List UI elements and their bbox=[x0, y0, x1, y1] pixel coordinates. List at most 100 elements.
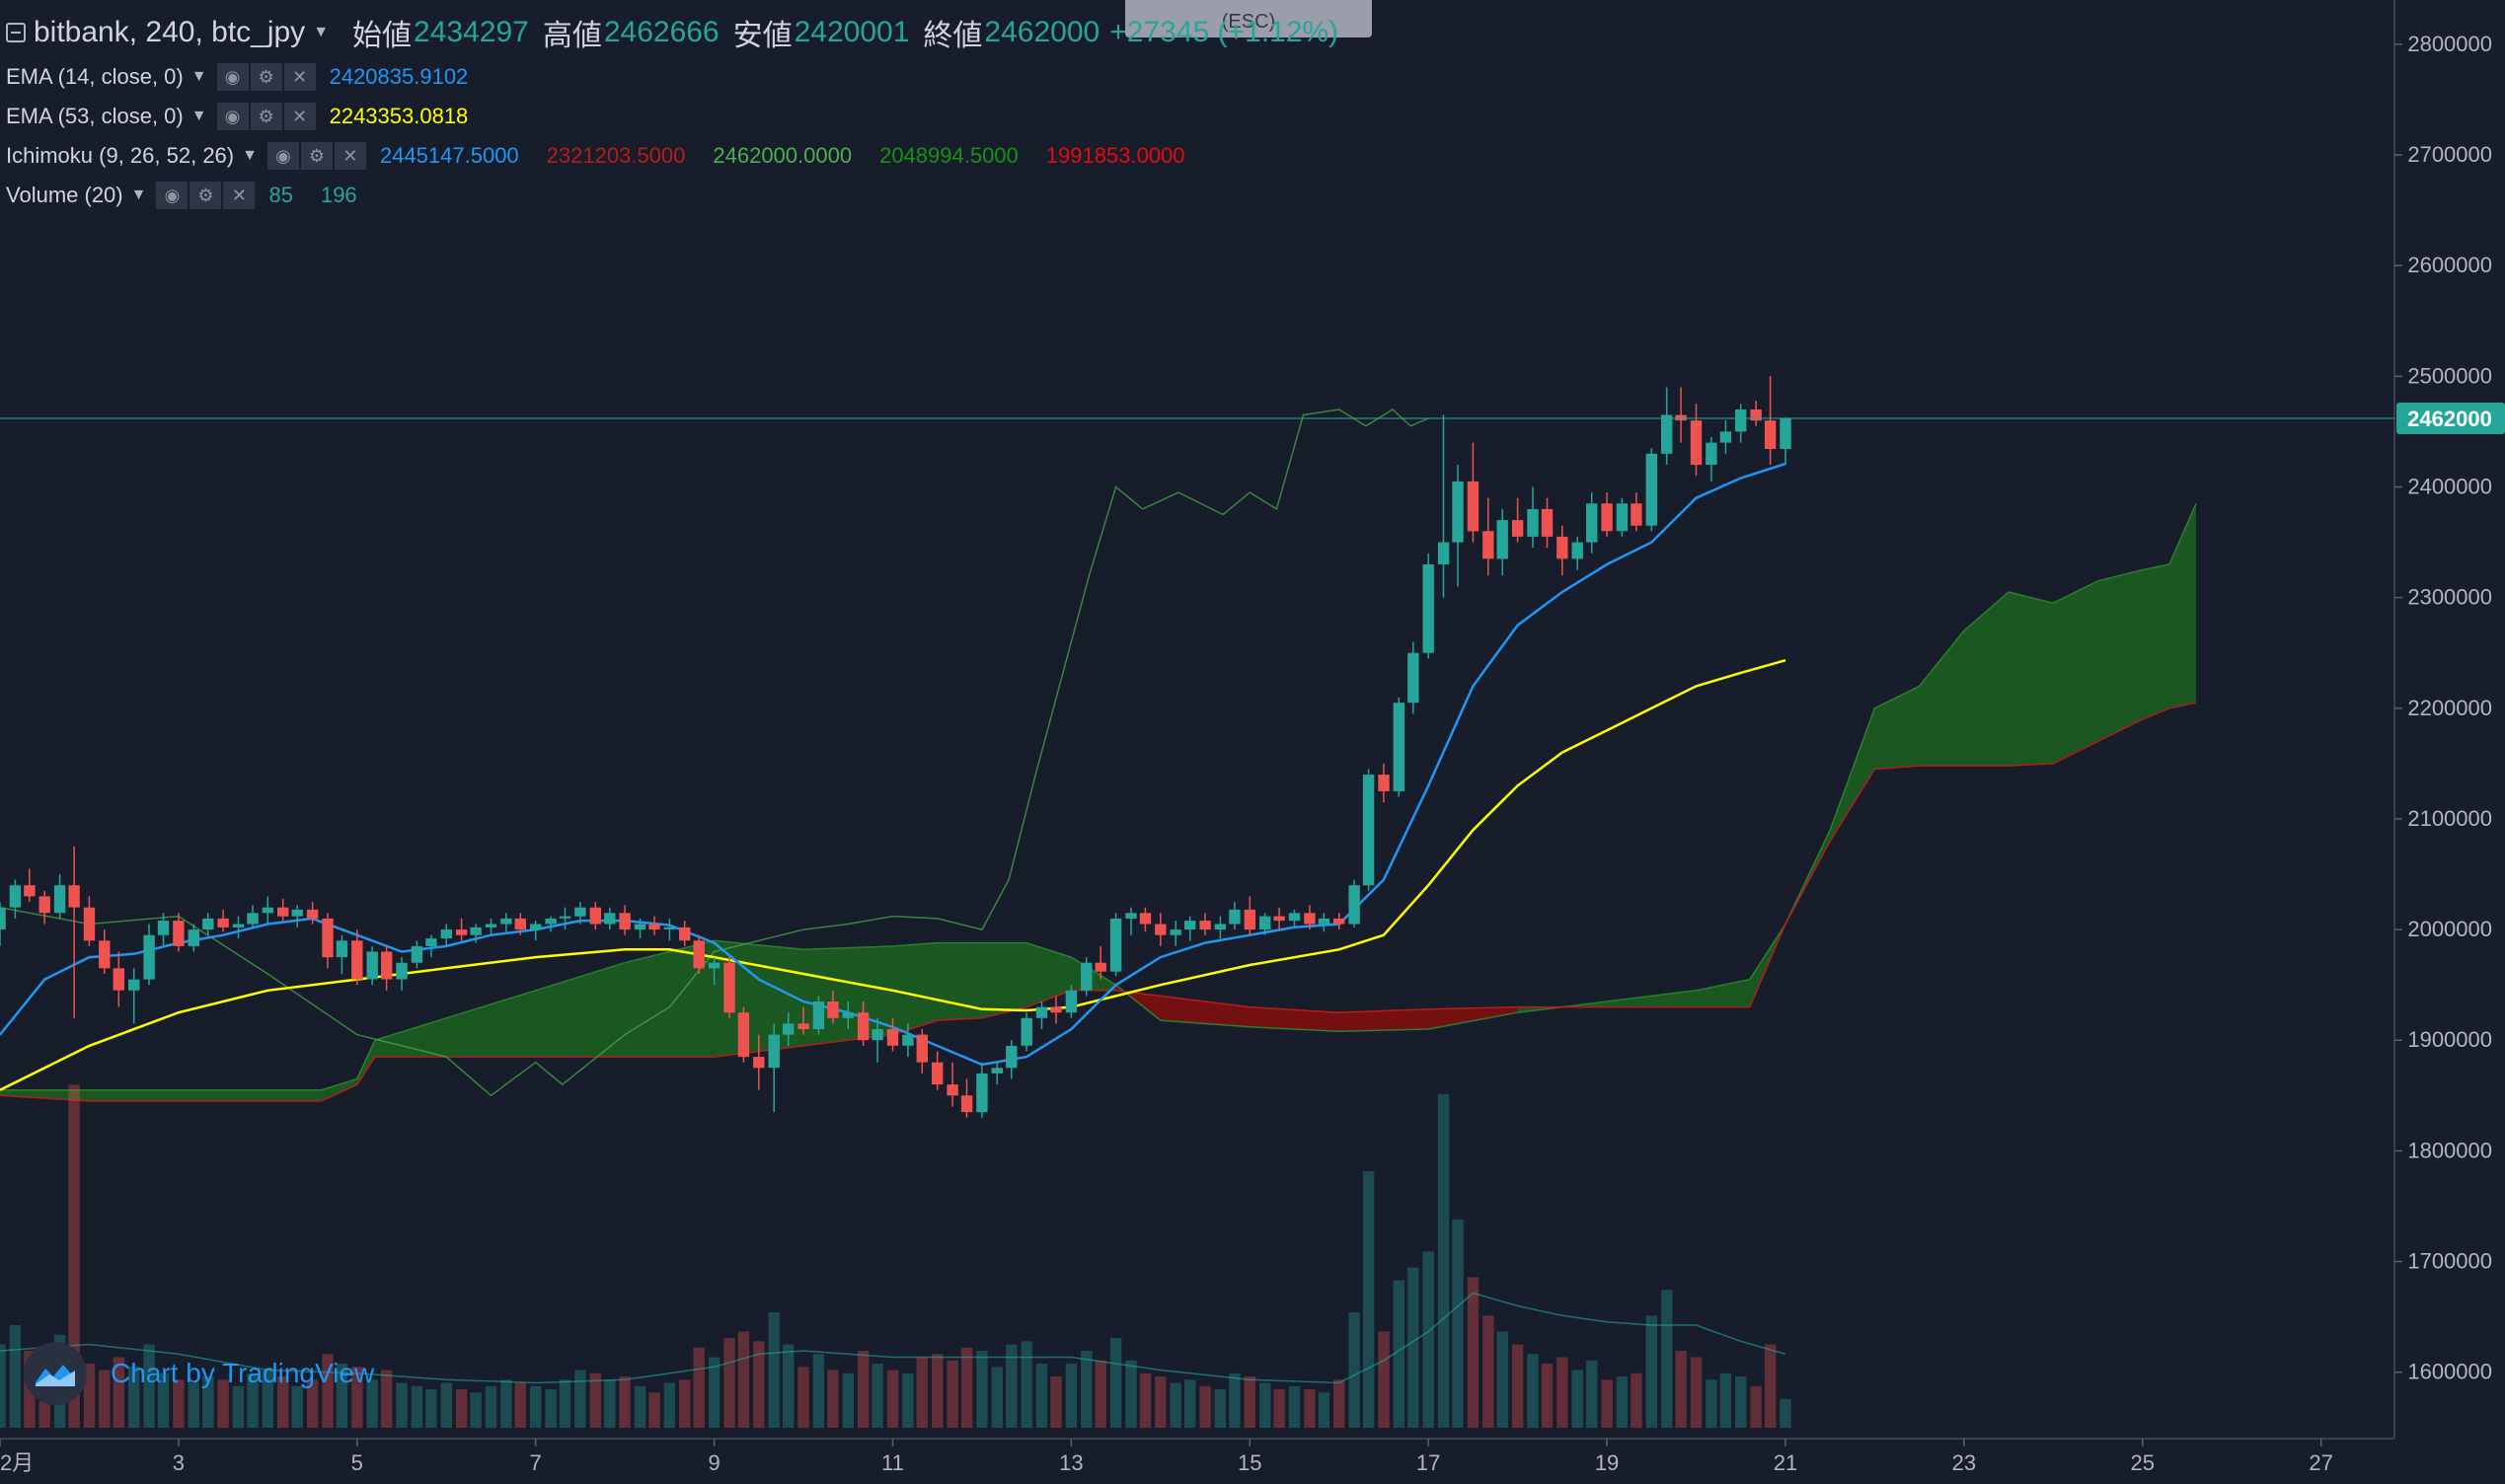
volume-bar bbox=[1348, 1312, 1360, 1428]
volume-bar bbox=[1437, 1094, 1450, 1428]
legend: bitbank, 240, btc_jpy ▼ 始値 2434297 高値 24… bbox=[6, 8, 1338, 215]
price-tick-label: 1800000 bbox=[2407, 1138, 2492, 1162]
candle-body bbox=[38, 896, 50, 914]
caret-down-icon[interactable]: ▼ bbox=[242, 147, 258, 164]
volume-bar bbox=[559, 1379, 571, 1429]
volume-bar bbox=[470, 1392, 482, 1429]
candle-body bbox=[1184, 921, 1196, 930]
volume-bar bbox=[1050, 1376, 1062, 1428]
volume-bar bbox=[886, 1370, 899, 1428]
gear-icon[interactable]: ⚙ bbox=[250, 103, 282, 130]
volume-bar bbox=[991, 1367, 1003, 1429]
indicator-label[interactable]: EMA (53, close, 0) bbox=[6, 104, 184, 128]
price-tick-label: 2800000 bbox=[2407, 32, 2492, 56]
time-tick-label: 19 bbox=[1595, 1450, 1619, 1475]
volume-bar bbox=[679, 1379, 691, 1429]
volume-bar bbox=[232, 1385, 245, 1429]
caret-down-icon[interactable]: ▼ bbox=[190, 108, 207, 124]
candle-body bbox=[381, 951, 393, 980]
candle-body bbox=[1601, 503, 1613, 532]
candle-body bbox=[589, 907, 601, 925]
candle-body bbox=[1229, 909, 1241, 925]
candle-body bbox=[1170, 929, 1181, 935]
volume-bar bbox=[99, 1370, 111, 1428]
volume-bar bbox=[783, 1344, 795, 1428]
gear-icon[interactable]: ⚙ bbox=[300, 142, 333, 170]
candlesticks bbox=[0, 376, 1791, 1118]
volume-bar bbox=[1155, 1376, 1167, 1428]
volume-bar bbox=[485, 1385, 497, 1429]
candle-body bbox=[1065, 990, 1078, 1013]
volume-bar bbox=[1764, 1344, 1777, 1428]
caret-down-icon[interactable]: ▼ bbox=[313, 24, 330, 40]
eye-icon[interactable]: ◉ bbox=[216, 103, 249, 130]
last-price-tag: 2462000 bbox=[2407, 407, 2492, 431]
candle-body bbox=[1081, 962, 1093, 991]
price-tick-label: 2400000 bbox=[2407, 474, 2492, 498]
caret-down-icon[interactable]: ▼ bbox=[190, 68, 207, 85]
indicator-label[interactable]: Volume (20) bbox=[6, 183, 123, 207]
candle-body bbox=[291, 909, 303, 917]
candle-body bbox=[1273, 916, 1285, 922]
ichimoku-lagging-span bbox=[0, 408, 1429, 1097]
collapse-icon[interactable] bbox=[6, 23, 26, 42]
gear-icon[interactable]: ⚙ bbox=[250, 63, 282, 91]
volume-bar bbox=[1586, 1360, 1598, 1429]
volume-bar bbox=[1393, 1280, 1404, 1428]
eye-icon[interactable]: ◉ bbox=[156, 182, 189, 209]
indicator-row-volume: Volume (20) ▼ ◉ ⚙ ✕ 85 196 bbox=[6, 176, 1338, 215]
volume-bar bbox=[827, 1370, 839, 1428]
candle-body bbox=[1690, 420, 1703, 466]
indicator-value: 85 bbox=[268, 183, 293, 207]
volume-bar bbox=[113, 1357, 124, 1428]
low-label: 安値 bbox=[732, 20, 793, 52]
volume-bar bbox=[1735, 1376, 1747, 1428]
volume-bar bbox=[1170, 1382, 1181, 1428]
candle-body bbox=[1780, 417, 1791, 449]
candle-body bbox=[53, 885, 66, 914]
volume-bar bbox=[708, 1357, 721, 1428]
indicator-value: 2462000.0000 bbox=[713, 143, 853, 168]
candle-body bbox=[1035, 1006, 1048, 1018]
indicator-row-ema14: EMA (14, close, 0) ▼ ◉ ⚙ ✕ 2420835.9102 bbox=[6, 57, 1338, 97]
volume-bar bbox=[976, 1351, 988, 1428]
eye-icon[interactable]: ◉ bbox=[266, 142, 299, 170]
open-value: 2434297 bbox=[414, 16, 529, 48]
indicator-label[interactable]: Ichimoku (9, 26, 52, 26) bbox=[6, 143, 235, 168]
exit-fullscreen-text: (ESC) bbox=[1221, 11, 1276, 33]
candle-body bbox=[619, 913, 631, 930]
volume-bar bbox=[440, 1382, 452, 1428]
candle-body bbox=[277, 907, 289, 917]
candle-body bbox=[1139, 913, 1152, 925]
gear-icon[interactable]: ⚙ bbox=[190, 182, 222, 209]
volume-bar bbox=[1452, 1219, 1464, 1428]
volume-bar bbox=[1139, 1373, 1152, 1429]
volume-bar bbox=[1259, 1382, 1271, 1428]
indicator-label[interactable]: EMA (14, close, 0) bbox=[6, 64, 184, 89]
candle-body bbox=[1719, 431, 1732, 443]
candle-body bbox=[173, 921, 185, 946]
high-value: 2462666 bbox=[603, 16, 720, 48]
eye-icon[interactable]: ◉ bbox=[216, 63, 249, 91]
close-icon[interactable]: ✕ bbox=[334, 142, 366, 170]
tradingview-watermark[interactable]: Chart by TradingView bbox=[24, 1342, 374, 1405]
exit-fullscreen-hint[interactable]: (ESC) bbox=[1125, 0, 1372, 37]
time-tick-label: 3 bbox=[173, 1450, 185, 1475]
candle-body bbox=[425, 938, 437, 946]
candle-body bbox=[366, 951, 378, 980]
candle-body bbox=[455, 929, 468, 935]
caret-down-icon[interactable]: ▼ bbox=[130, 186, 147, 203]
close-icon[interactable]: ✕ bbox=[223, 182, 256, 209]
volume-bar bbox=[857, 1351, 870, 1428]
candle-body bbox=[1556, 536, 1568, 559]
candle-body bbox=[1616, 503, 1629, 532]
volume-bar bbox=[396, 1382, 408, 1428]
close-icon[interactable]: ✕ bbox=[283, 103, 316, 130]
candle-body bbox=[574, 907, 586, 917]
candle-body bbox=[530, 924, 542, 930]
symbol-title[interactable]: bitbank, 240, btc_jpy bbox=[34, 16, 306, 48]
close-icon[interactable]: ✕ bbox=[283, 63, 316, 91]
candle-body bbox=[1661, 414, 1673, 454]
candle-body bbox=[322, 918, 334, 958]
